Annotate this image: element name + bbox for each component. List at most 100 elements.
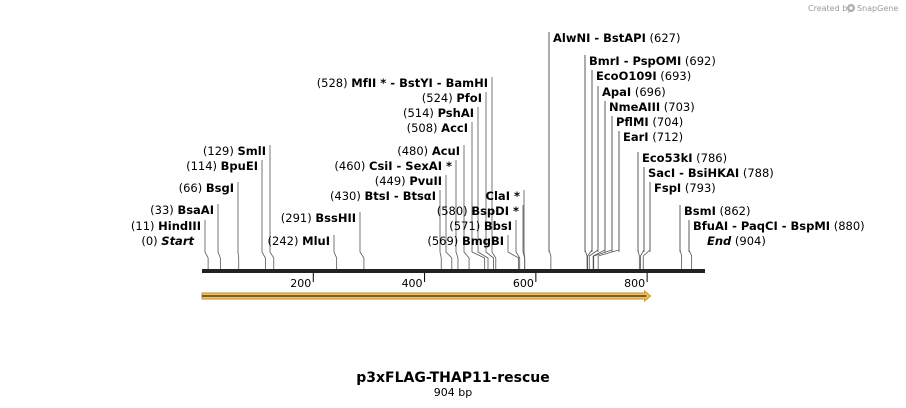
restriction-site[interactable]: BmrI - PspOMI (692) [584, 54, 716, 269]
site-label: PflMI (704) [616, 115, 683, 129]
site-label: (528) MfII * - BstYI - BamHI [317, 76, 488, 90]
restriction-site[interactable]: (528) MfII * - BstYI - BamHI [317, 76, 497, 269]
site-position: (580) [437, 204, 472, 218]
restriction-site[interactable]: EcoO109I (693) [587, 69, 692, 269]
restriction-site[interactable]: SacI - BsiHKAI (788) [640, 166, 774, 269]
restriction-site[interactable]: ApaI (696) [588, 85, 666, 269]
restriction-site[interactable]: (571) BbsI [449, 219, 521, 269]
restriction-site[interactable]: (508) AccI [407, 121, 486, 269]
site-position: (449) [375, 174, 410, 188]
restriction-site[interactable]: AlwNI - BstAPI (627) [548, 31, 681, 269]
site-connector [204, 220, 209, 269]
site-name: BsmI [684, 204, 716, 218]
site-connector [359, 212, 365, 269]
site-label: (66) BsgI [179, 181, 234, 195]
ruler-tick-label: 200 [290, 277, 311, 290]
site-position: (693) [657, 69, 692, 83]
site-position: (703) [660, 100, 695, 114]
site-position: (793) [681, 181, 716, 195]
restriction-site[interactable]: BsmI (862) [679, 204, 750, 269]
site-position: (514) [403, 106, 438, 120]
site-name: EarI [623, 130, 649, 144]
site-label: (449) PvuII [375, 174, 442, 188]
site-label: BmrI - PspOMI (692) [589, 54, 716, 68]
site-connector [507, 235, 520, 269]
restriction-site[interactable]: (11) HindIII [131, 219, 209, 269]
site-connector [261, 160, 266, 269]
sequence-ruler: 200 400 600 800 [202, 269, 705, 290]
restriction-site[interactable]: BfuAI - PaqCI - BspMI (880) [688, 219, 865, 269]
restriction-site[interactable]: (480) AcuI [397, 144, 470, 269]
restriction-site[interactable]: (514) PshAI [403, 106, 489, 269]
snapgene-credit: Created by SnapGene [808, 4, 898, 13]
site-position: (480) [397, 144, 432, 158]
site-label: (0) Start [141, 234, 194, 248]
restriction-site[interactable]: (460) CsiI - SexAI * [334, 159, 459, 269]
site-connector [477, 107, 489, 269]
restriction-site[interactable]: (114) BpuEI [186, 159, 266, 269]
restriction-site[interactable]: FspI (793) [642, 181, 716, 269]
site-position: (627) [646, 31, 681, 45]
site-name: BmrI - PspOMI [589, 54, 681, 68]
ruler-bar [202, 269, 705, 273]
restriction-site[interactable]: (242) MluI [268, 234, 338, 269]
restriction-site[interactable]: Eco53kI (786) [637, 151, 727, 269]
feature-track [201, 289, 652, 303]
site-name: BspDI * [471, 204, 519, 218]
restriction-site[interactable]: End (904) [707, 234, 766, 248]
restriction-site[interactable]: (449) PvuII [375, 174, 453, 269]
restriction-site[interactable]: (291) BssHII [281, 211, 365, 269]
plasmid-title: p3xFLAG-THAP11-rescue [356, 370, 550, 386]
site-label: BfuAI - PaqCI - BspMI (880) [693, 219, 865, 233]
site-label: FspI (793) [654, 181, 716, 195]
restriction-site[interactable]: ClaI * [486, 189, 526, 269]
site-name: MluI [302, 234, 330, 248]
restriction-site[interactable]: (580) BspDI * [437, 204, 526, 269]
site-connector [269, 145, 275, 269]
site-label: (571) BbsI [449, 219, 512, 233]
restriction-site[interactable]: EarI (712) [597, 130, 684, 269]
site-label: (524) PfoI [422, 91, 482, 105]
site-position: (880) [830, 219, 865, 233]
ruler-ticks: 200 400 600 800 [290, 273, 648, 290]
site-name: BsgI [206, 181, 234, 195]
site-connector [640, 167, 645, 269]
site-name: PflMI [616, 115, 649, 129]
site-name: End [707, 234, 732, 248]
site-label: (508) AccI [407, 121, 468, 135]
restriction-site[interactable]: (569) BmgBI [427, 234, 520, 269]
restriction-site[interactable]: (0) Start [141, 234, 194, 248]
site-name: ApaI [602, 85, 631, 99]
restriction-site[interactable]: (129) SmlI [203, 144, 275, 269]
site-position: (528) [317, 76, 352, 90]
site-name: PvuII [409, 174, 442, 188]
site-connector [491, 77, 497, 269]
site-name: NmeAIII [609, 100, 660, 114]
site-label: (291) BssHII [281, 211, 356, 225]
restriction-site[interactable]: (524) PfoI [422, 91, 494, 269]
site-label: BsmI (862) [684, 204, 750, 218]
restriction-site[interactable]: PflMI (704) [593, 115, 684, 269]
site-connector [439, 190, 442, 269]
site-position: (11) [131, 219, 158, 233]
site-label: (569) BmgBI [427, 234, 504, 248]
site-connector [523, 190, 526, 269]
site-name: BfuAI - PaqCI - BspMI [693, 219, 830, 233]
site-position: (129) [203, 144, 238, 158]
site-position: (242) [268, 234, 303, 248]
restriction-site[interactable]: (430) BtsI - BtsαI [330, 189, 442, 269]
site-name: EcoO109I [596, 69, 657, 83]
restriction-site[interactable]: NmeAIII (703) [592, 100, 695, 269]
site-name: AlwNI - BstAPI [553, 31, 646, 45]
site-label: Eco53kI (786) [642, 151, 727, 165]
site-position: (712) [649, 130, 684, 144]
restriction-site[interactable]: (66) BsgI [179, 181, 240, 269]
restriction-site[interactable]: (33) BsaAI [150, 203, 221, 269]
site-position: (291) [281, 211, 316, 225]
ruler-tick-label: 400 [402, 277, 423, 290]
site-connector [237, 182, 240, 269]
site-label: End (904) [707, 234, 766, 248]
site-connector [471, 122, 486, 269]
ruler-tick-label: 600 [513, 277, 534, 290]
site-position: (569) [427, 234, 462, 248]
